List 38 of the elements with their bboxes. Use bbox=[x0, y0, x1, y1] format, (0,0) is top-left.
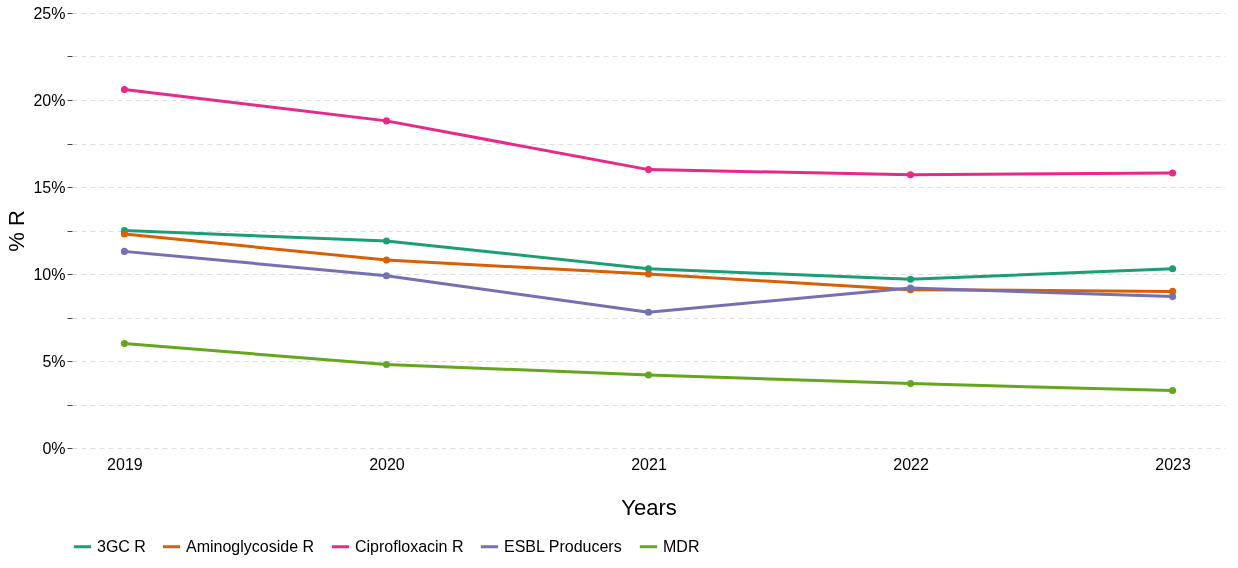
legend-label: MDR bbox=[663, 537, 700, 555]
point bbox=[1169, 169, 1177, 177]
x-tick-label: 2021 bbox=[631, 455, 667, 473]
y-axis-title: % R bbox=[4, 210, 30, 252]
point bbox=[382, 237, 390, 245]
legend-label: ESBL Producers bbox=[504, 537, 622, 555]
point bbox=[644, 166, 653, 174]
x-tick-label: 2022 bbox=[893, 455, 929, 473]
point bbox=[120, 86, 128, 94]
legend-label: 3GC R bbox=[97, 537, 146, 555]
x-tick-label: 2020 bbox=[369, 455, 405, 473]
point bbox=[382, 272, 390, 280]
y-tick-label: 20% bbox=[33, 91, 66, 109]
point bbox=[907, 380, 915, 388]
point bbox=[1169, 293, 1177, 301]
y-tick-label: 10% bbox=[33, 265, 66, 283]
x-tick-label: 2023 bbox=[1155, 455, 1191, 473]
x-axis-title: Years bbox=[621, 494, 677, 520]
point bbox=[382, 360, 390, 369]
legend-label: Ciprofloxacin R bbox=[355, 537, 464, 555]
legend-label: Aminoglycoside R bbox=[186, 537, 315, 555]
point bbox=[644, 308, 653, 316]
point bbox=[120, 230, 128, 238]
y-tick-label: 0% bbox=[42, 439, 66, 457]
y-tick-label: 5% bbox=[42, 352, 66, 370]
point bbox=[1169, 265, 1177, 273]
point bbox=[120, 247, 128, 255]
point bbox=[907, 171, 915, 179]
point bbox=[907, 275, 915, 283]
point bbox=[1169, 387, 1177, 395]
y-tick-label: 15% bbox=[33, 178, 66, 196]
y-tick-label: 25% bbox=[33, 4, 66, 22]
point bbox=[644, 371, 653, 379]
x-tick-label: 2019 bbox=[107, 455, 143, 473]
point bbox=[382, 256, 390, 264]
point bbox=[120, 340, 128, 348]
point bbox=[382, 117, 390, 125]
point bbox=[644, 270, 653, 278]
